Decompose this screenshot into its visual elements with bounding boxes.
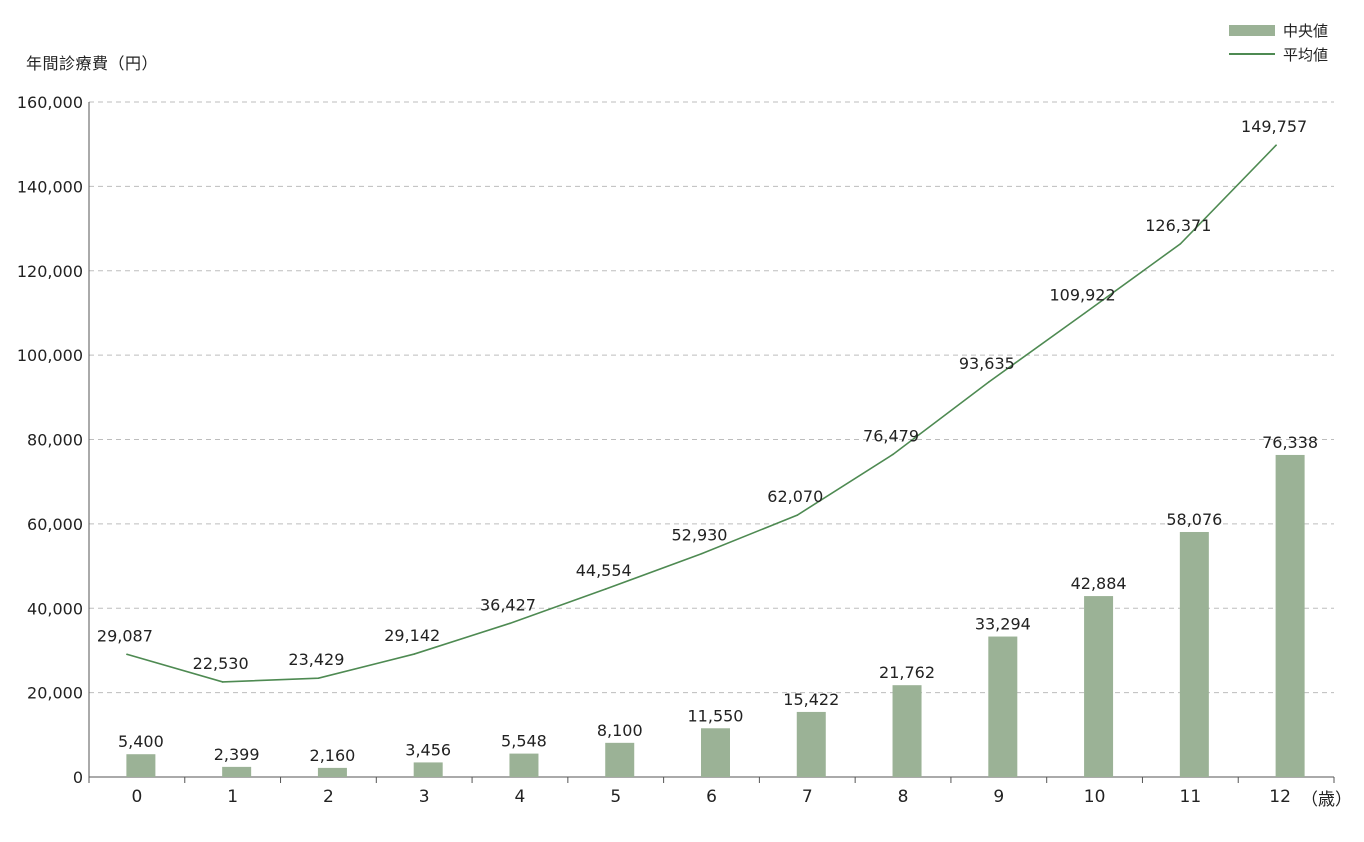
line-data-label: 126,371	[1145, 216, 1211, 235]
line-point	[700, 552, 703, 555]
bar	[1084, 596, 1114, 777]
line-point	[604, 588, 607, 590]
line-point	[221, 681, 224, 683]
y-tick-label: 80,000	[27, 431, 83, 450]
bar-data-label: 3,456	[405, 740, 451, 759]
line-data-label: 93,635	[959, 354, 1015, 373]
y-tick-label: 100,000	[17, 346, 83, 365]
line-data-label: 109,922	[1049, 285, 1115, 304]
x-tick-label: 12	[1269, 787, 1291, 807]
x-axis-unit: （歳）	[1301, 790, 1352, 810]
line-point	[317, 677, 320, 679]
line-point	[988, 381, 990, 383]
bar	[892, 685, 922, 777]
x-tick-label: 9	[993, 787, 1004, 807]
x-tick-label: 0	[131, 787, 142, 807]
x-tick-label: 5	[610, 787, 621, 807]
bar-data-label: 5,400	[118, 732, 164, 751]
x-tick-label: 7	[802, 787, 813, 807]
y-tick-label: 0	[73, 768, 83, 787]
line-data-label: 29,087	[97, 626, 153, 645]
line-point	[1275, 144, 1277, 147]
line-data-label: 76,479	[863, 426, 919, 445]
line-data-label: 62,070	[767, 487, 823, 506]
bar	[1275, 454, 1305, 777]
line-data-label: 36,427	[480, 595, 536, 614]
line-data-label: 44,554	[576, 561, 632, 580]
line-point	[1179, 243, 1182, 245]
line-point	[509, 622, 511, 625]
bar	[509, 753, 539, 777]
bar-data-label: 58,076	[1166, 510, 1222, 529]
line-data-label: 23,429	[288, 650, 344, 669]
bar-data-label: 15,422	[783, 690, 839, 709]
y-tick-label: 60,000	[27, 515, 83, 534]
y-tick-label: 160,000	[17, 93, 83, 112]
line-point	[126, 653, 128, 656]
bar	[222, 766, 252, 777]
bar	[317, 767, 347, 777]
y-tick-label: 40,000	[27, 599, 83, 618]
bar-data-label: 11,550	[688, 706, 744, 725]
bar	[796, 711, 826, 777]
line-point	[796, 514, 799, 516]
bar-data-label: 33,294	[975, 615, 1031, 634]
bar-data-label: 5,548	[501, 732, 547, 751]
legend-swatch-median	[1229, 24, 1275, 36]
line-data-label: 149,757	[1241, 117, 1307, 136]
line-point	[892, 453, 894, 456]
legend-item-median: 中央値	[1229, 18, 1328, 42]
y-tick-label: 140,000	[17, 177, 83, 196]
x-tick-label: 8	[898, 787, 909, 807]
bar	[413, 762, 443, 777]
x-tick-label: 1	[227, 787, 238, 807]
bar	[988, 636, 1018, 777]
x-tick-label: 2	[323, 787, 334, 807]
y-tick-label: 20,000	[27, 684, 83, 703]
y-axis-title: 年間診療費（円）	[26, 54, 159, 73]
x-tick-label: 3	[419, 787, 430, 807]
legend-swatch-mean	[1229, 53, 1275, 55]
bar-data-label: 8,100	[597, 721, 643, 740]
bar	[126, 754, 156, 777]
x-tick-label: 11	[1180, 787, 1202, 807]
bar	[1179, 531, 1209, 777]
x-tick-label: 4	[515, 787, 526, 807]
x-tick-label: 10	[1084, 787, 1106, 807]
line-point	[413, 653, 415, 655]
y-tick-label: 120,000	[17, 262, 83, 281]
legend-label-mean: 平均値	[1283, 45, 1329, 64]
bar-data-label: 76,338	[1262, 433, 1318, 452]
line-point	[1083, 312, 1086, 315]
line-data-label: 29,142	[384, 626, 440, 645]
bar-data-label: 2,160	[310, 746, 356, 765]
bar-data-label: 21,762	[879, 663, 935, 682]
legend: 中央値 平均値	[1229, 18, 1328, 66]
line-data-label: 52,930	[672, 526, 728, 545]
bar-data-label: 2,399	[214, 745, 260, 764]
bar	[701, 728, 730, 777]
legend-label-median: 中央値	[1283, 21, 1329, 40]
x-tick-label: 6	[706, 787, 717, 807]
bar-data-label: 42,884	[1071, 574, 1127, 593]
line-data-label: 22,530	[193, 654, 249, 673]
bar	[605, 742, 635, 777]
legend-item-mean: 平均値	[1229, 42, 1328, 66]
